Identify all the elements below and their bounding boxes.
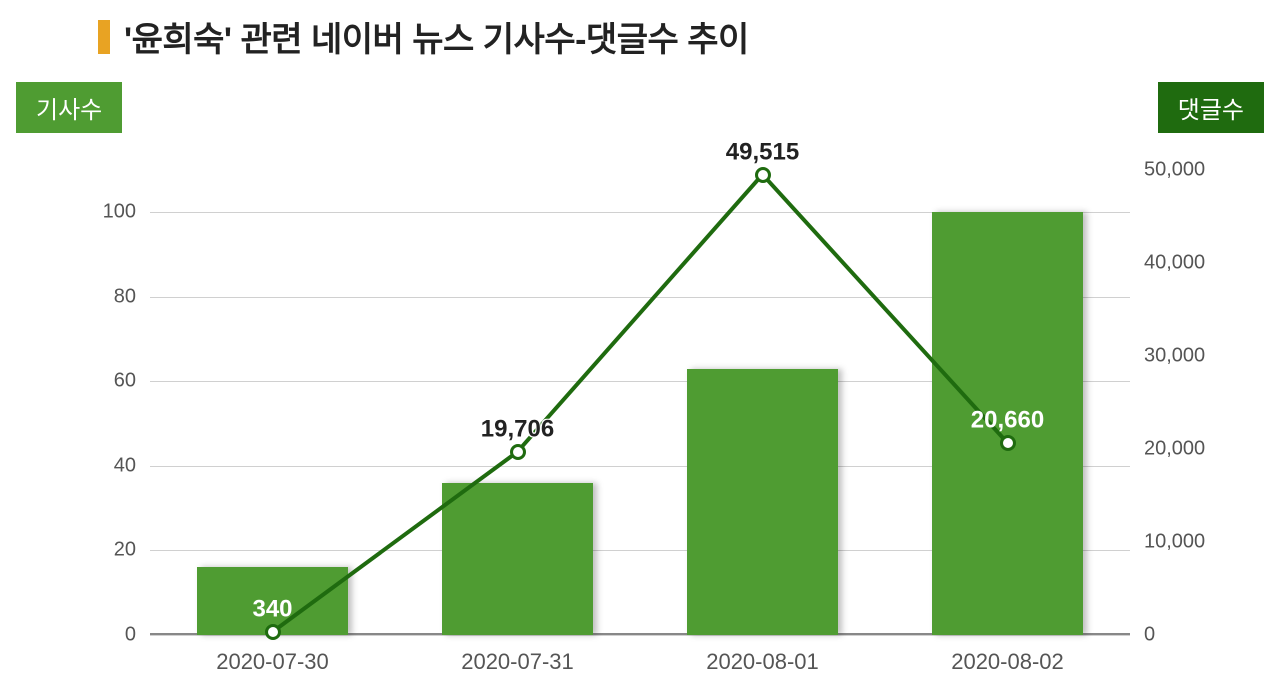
x-axis-tick: 2020-08-02 bbox=[951, 635, 1064, 675]
y-axis-right-tick: 50,000 bbox=[1130, 159, 1205, 182]
line-value-label: 19,706 bbox=[481, 415, 554, 443]
y-axis-left-tick: 40 bbox=[114, 454, 150, 477]
y-axis-right-tick: 10,000 bbox=[1130, 531, 1205, 554]
chart-title-row: '윤희숙' 관련 네이버 뉴스 기사수-댓글수 추이 bbox=[98, 12, 749, 61]
chart-title: '윤희숙' 관련 네이버 뉴스 기사수-댓글수 추이 bbox=[124, 12, 749, 61]
line-value-label: 49,515 bbox=[726, 138, 799, 166]
line-layer bbox=[150, 170, 1130, 635]
line-value-label: 20,660 bbox=[971, 406, 1044, 434]
chart-plot-area: 020406080100010,00020,00030,00040,00050,… bbox=[150, 170, 1130, 635]
line-marker-icon bbox=[265, 624, 281, 640]
legend-comments: 댓글수 bbox=[1158, 82, 1264, 133]
y-axis-right-tick: 0 bbox=[1130, 624, 1155, 647]
line-marker-icon bbox=[510, 444, 526, 460]
y-axis-right-tick: 30,000 bbox=[1130, 345, 1205, 368]
y-axis-left-tick: 100 bbox=[103, 201, 150, 224]
y-axis-right-tick: 20,000 bbox=[1130, 438, 1205, 461]
trend-line bbox=[273, 175, 1008, 632]
x-axis-tick: 2020-07-30 bbox=[216, 635, 329, 675]
x-axis-tick: 2020-07-31 bbox=[461, 635, 574, 675]
y-axis-left-tick: 0 bbox=[125, 624, 150, 647]
y-axis-right-tick: 40,000 bbox=[1130, 252, 1205, 275]
legend-articles: 기사수 bbox=[16, 82, 122, 133]
line-marker-icon bbox=[755, 167, 771, 183]
title-bullet-icon bbox=[98, 20, 110, 54]
line-value-label: 340 bbox=[252, 595, 292, 623]
line-marker-icon bbox=[1000, 435, 1016, 451]
y-axis-left-tick: 60 bbox=[114, 370, 150, 393]
chart-container: '윤희숙' 관련 네이버 뉴스 기사수-댓글수 추이 기사수 댓글수 02040… bbox=[0, 0, 1280, 695]
x-axis-tick: 2020-08-01 bbox=[706, 635, 819, 675]
y-axis-left-tick: 20 bbox=[114, 539, 150, 562]
y-axis-left-tick: 80 bbox=[114, 285, 150, 308]
